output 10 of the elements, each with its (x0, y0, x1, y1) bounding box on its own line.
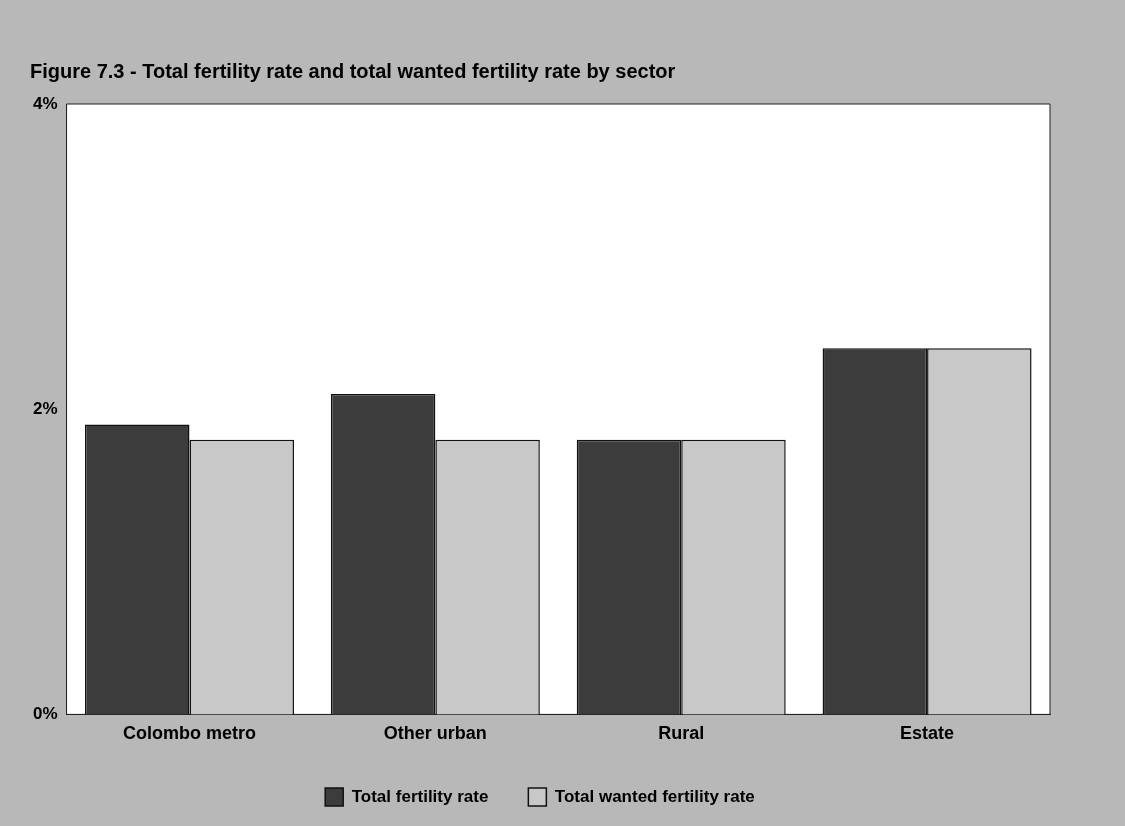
chart-title: Figure 7.3 - Total fertility rate and total wanted fertility rate by sector (30, 59, 676, 82)
legend-label: Total fertility rate (351, 786, 489, 806)
legend-label: Total wanted fertility rate (554, 786, 755, 806)
x-tick-label: Other urban (383, 723, 487, 744)
x-tick-label: Rural (658, 723, 705, 744)
y-tick-label: 2% (32, 398, 58, 418)
x-tick-label: Colombo metro (123, 723, 256, 744)
y-tick-label: 4% (32, 93, 58, 113)
y-tick-label: 0% (32, 704, 58, 724)
x-tick-label: Estate (900, 723, 955, 744)
